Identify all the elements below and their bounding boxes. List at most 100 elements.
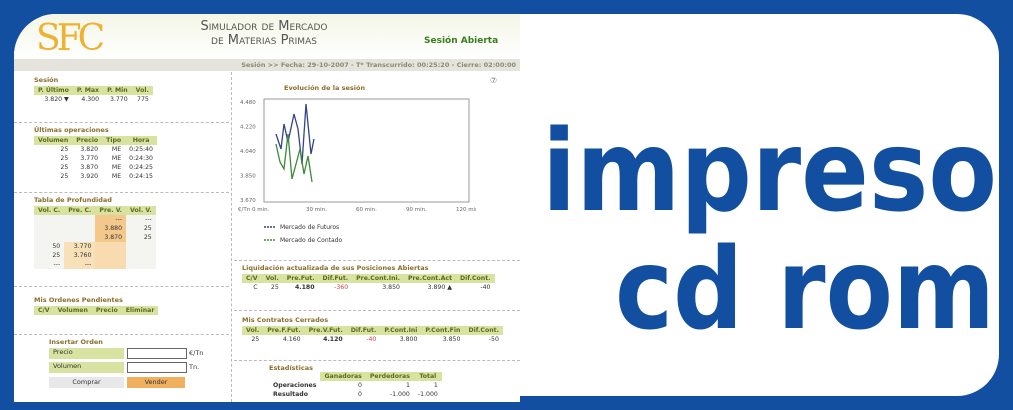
label: Volumen <box>49 362 81 370</box>
column-divider <box>231 72 232 402</box>
cell: 1 <box>366 381 414 390</box>
cell <box>34 215 64 224</box>
header-cell: Vol. <box>262 274 283 283</box>
cell: ME <box>102 145 125 154</box>
cell: 3.760 <box>64 251 95 260</box>
sell-button[interactable]: Vender <box>127 377 185 388</box>
cell <box>95 242 126 251</box>
panel-title: Mis Contratos Cerrados <box>242 316 503 324</box>
table: Vol.Pre.F.Fut.Pre.V.Fut.Dif.Fut.P.Cont.I… <box>242 326 503 344</box>
cell: -50 <box>464 335 502 344</box>
header-cell: P.Cont.Fin <box>421 326 464 335</box>
cell: 0:24:30 <box>125 154 157 163</box>
liquidation-panel: Liquidación actualizada de sus Posicione… <box>242 264 495 292</box>
price-input[interactable] <box>127 348 187 359</box>
legend-label: Mercado de Futuros <box>280 224 339 231</box>
cell: 3.920 <box>72 172 102 181</box>
header-cell: Precio <box>92 306 122 315</box>
row: 254.1604.120-403.8003.850-50 <box>242 335 503 344</box>
logo: SFC <box>36 18 101 59</box>
header-cell: Hora <box>125 136 157 145</box>
row: 3.88025 <box>34 224 156 233</box>
cell <box>34 233 64 242</box>
app-title: Simulador de Mercado de Materias Primas <box>164 20 364 48</box>
chart-title-wrap: Evolución de la sesión <box>284 84 365 92</box>
cell <box>95 251 126 260</box>
panel-title: Estadísticas <box>269 364 442 372</box>
cell <box>95 260 126 269</box>
header-cell: Eliminar <box>122 306 159 315</box>
x-label: 90 min. <box>406 207 427 213</box>
row: 3.820 ▼4.3003.770775 <box>34 95 153 104</box>
cell: -40 <box>347 335 381 344</box>
cell: 50 <box>34 242 64 251</box>
header-cell: C/V <box>34 306 54 315</box>
cell: 25 <box>262 283 283 292</box>
cell <box>64 233 95 242</box>
unit: €/Tn <box>189 349 203 357</box>
cell: 3.890 ▲ <box>404 283 456 292</box>
separator <box>14 122 229 123</box>
cell: C <box>242 283 262 292</box>
cell: -360 <box>319 283 353 292</box>
header-cell: Tipo <box>102 136 125 145</box>
cell: --- <box>126 215 156 224</box>
header-cell: Pre.F.Fut. <box>263 326 304 335</box>
panel-title: Últimas operaciones <box>34 126 157 134</box>
volume-input[interactable] <box>127 362 187 373</box>
closed-panel: Mis Contratos Cerrados Vol.Pre.F.Fut.Pre.… <box>242 316 503 344</box>
header-cell: Pre. V. <box>95 206 126 215</box>
header-row: Vol. C.Pre. C.Pre. V.Vol. V. <box>34 206 156 215</box>
banner-line: cd rom <box>615 225 995 350</box>
banner-text: impreso cd rom <box>520 60 1000 350</box>
cell: 4.300 <box>73 95 103 104</box>
header-row: Vol.Pre.F.Fut.Pre.V.Fut.Dif.Fut.P.Cont.I… <box>242 326 503 335</box>
cell: 3.880 <box>95 224 126 233</box>
cell: 3.850 <box>352 283 404 292</box>
row: 253.870ME0:24:25 <box>34 163 157 172</box>
panel-title: Mis Ordenes Pendientes <box>34 296 158 304</box>
cell <box>126 242 156 251</box>
header-cell: Vol. <box>132 86 153 95</box>
cell: 4.180 <box>283 283 319 292</box>
header-cell: Dif.Cont. <box>456 274 494 283</box>
cell: 25 <box>126 233 156 242</box>
separator <box>234 310 520 311</box>
row-label: Operaciones <box>269 381 320 390</box>
header-cell: P. Min <box>103 86 132 95</box>
x-label: €/Tn 0 min. <box>238 207 270 213</box>
cell: 0 <box>320 381 365 390</box>
cell: 3.850 <box>421 335 464 344</box>
row: 3.87025 <box>34 233 156 242</box>
cell: ME <box>102 154 125 163</box>
cell: 0:25:40 <box>125 145 157 154</box>
help-icon[interactable]: ⑦ <box>490 76 497 85</box>
banner-line: impreso <box>542 107 997 237</box>
header-cell: Pre.Cont.Ini. <box>352 274 404 283</box>
header-cell: Pre.V.Fut. <box>305 326 347 335</box>
cell: 0:24:25 <box>125 163 157 172</box>
banner: SFC Simulador de Mercado de Materias Pri… <box>0 0 1013 410</box>
separator <box>234 360 520 361</box>
header-cell: Dif.Fut. <box>347 326 381 335</box>
buy-button[interactable]: Comprar <box>49 377 124 388</box>
cell: --- <box>95 215 126 224</box>
cell: 4.160 <box>263 335 304 344</box>
cell: 0 <box>320 390 365 399</box>
cell <box>126 251 156 260</box>
row: 253.760 <box>34 251 156 260</box>
panel-title: Insertar Orden <box>49 338 209 346</box>
cell: 25 <box>242 335 263 344</box>
cell: ME <box>102 163 125 172</box>
title-line: Simulador de Mercado <box>164 20 364 34</box>
header-cell: Volumen <box>54 306 92 315</box>
session-panel: SesiónP. ÚltimoP. MaxP. MinVol.3.820 ▼4.… <box>34 76 153 104</box>
